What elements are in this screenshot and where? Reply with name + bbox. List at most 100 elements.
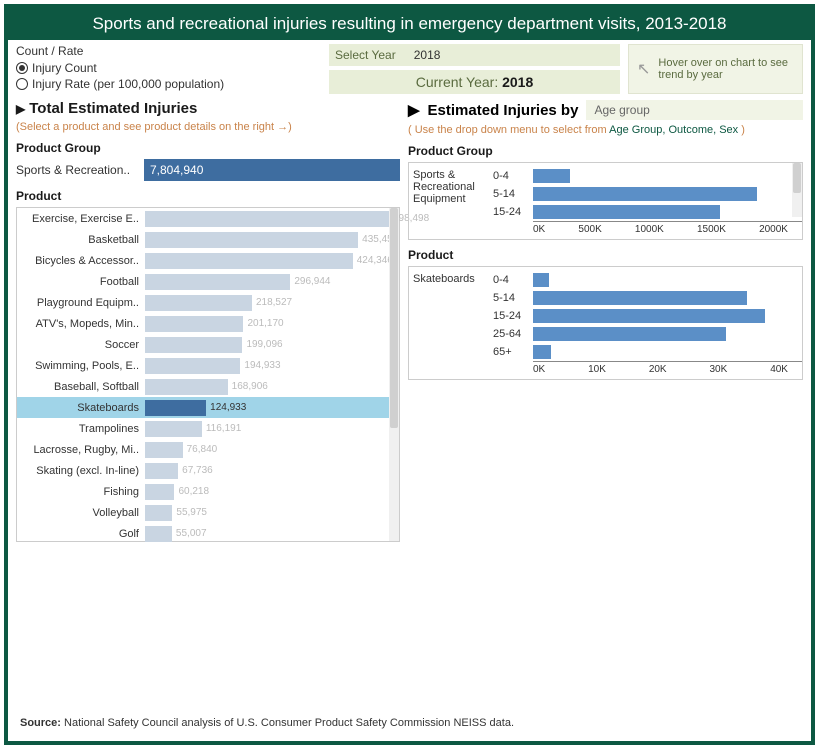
select-year-value: 2018 xyxy=(414,48,441,62)
product-bar xyxy=(145,421,202,437)
product-label: Football xyxy=(17,276,145,288)
scroll-thumb[interactable] xyxy=(390,208,398,428)
left-section-header[interactable]: ▶ Total Estimated Injuries xyxy=(16,100,400,117)
product-row[interactable]: Exercise, Exercise E..498,498 xyxy=(17,208,389,229)
product-row[interactable]: Fishing60,218 xyxy=(17,481,389,502)
axis-tick: 20K xyxy=(649,364,667,375)
axis-tick: 1000K xyxy=(635,224,664,235)
axis-tick: 40K xyxy=(770,364,788,375)
age-bar xyxy=(533,187,757,201)
axis-tick: 1500K xyxy=(697,224,726,235)
scroll-thumb[interactable] xyxy=(793,163,801,193)
product-label: Exercise, Exercise E.. xyxy=(17,213,145,225)
product-value: 201,170 xyxy=(247,318,283,329)
product-value: 194,933 xyxy=(244,360,280,371)
product-group-header: Product Group xyxy=(16,141,400,155)
product-label: Basketball xyxy=(17,234,145,246)
page-title: Sports and recreational injuries resulti… xyxy=(8,8,811,40)
product-row[interactable]: Trampolines116,191 xyxy=(17,418,389,439)
cursor-icon: ↖ xyxy=(637,59,650,79)
product-row[interactable]: Baseball, Softball 168,906 xyxy=(17,376,389,397)
right-hint: ( Use the drop down menu to select from … xyxy=(408,124,803,136)
product-bar xyxy=(145,484,174,500)
right-section-title: Estimated Injuries by xyxy=(428,102,579,119)
axis-tick: 0K xyxy=(533,364,545,375)
product-bar xyxy=(145,358,240,374)
product-group-name: Sports & Recreation.. xyxy=(16,163,144,177)
radio-label: Injury Rate (per 100,000 population) xyxy=(32,76,224,92)
product-row[interactable]: Swimming, Pools, E..194,933 xyxy=(17,355,389,376)
age-category: 0-4 xyxy=(493,167,533,185)
product-row[interactable]: Skateboards124,933 xyxy=(17,397,389,418)
radio-injury-count[interactable]: Injury Count xyxy=(16,60,321,76)
scrollbar[interactable] xyxy=(792,163,802,217)
product-value: 55,975 xyxy=(176,507,207,518)
age-bar xyxy=(533,291,747,305)
axis-tick: 2000K xyxy=(759,224,788,235)
left-hint: (Select a product and see product detail… xyxy=(16,121,400,133)
product-label: Skateboards xyxy=(17,402,145,414)
product-label: Soccer xyxy=(17,339,145,351)
product-row[interactable]: Soccer199,096 xyxy=(17,334,389,355)
axis-tick: 500K xyxy=(578,224,601,235)
product-bar xyxy=(145,379,228,395)
count-rate-selector: Count / Rate Injury Count Injury Rate (p… xyxy=(16,44,321,94)
pg-chart-axis: 0K 500K 1000K 1500K 2000K xyxy=(533,221,802,239)
left-panel: ▶ Total Estimated Injuries (Select a pro… xyxy=(16,100,400,542)
product-bar xyxy=(145,211,389,227)
radio-icon xyxy=(16,62,28,74)
product-bar xyxy=(145,253,353,269)
prod-chart-label: Skateboards xyxy=(413,271,493,361)
product-row[interactable]: Football 296,944 xyxy=(17,271,389,292)
product-label: Playground Equipm.. xyxy=(17,297,145,309)
product-label: Trampolines xyxy=(17,423,145,435)
product-row[interactable]: Volleyball 55,975 xyxy=(17,502,389,523)
product-label: Volleyball xyxy=(17,507,145,519)
product-bar xyxy=(145,463,178,479)
product-value: 218,527 xyxy=(256,297,292,308)
current-year-label: Current Year: xyxy=(416,74,499,90)
product-bar xyxy=(145,337,242,353)
prod-chart-axis: 0K10K20K30K40K xyxy=(533,361,802,379)
pg-chart-label: Sports & Recreational Equipment xyxy=(413,167,493,221)
product-row[interactable]: Golf55,007 xyxy=(17,523,389,544)
product-bar xyxy=(145,400,206,416)
product-row[interactable]: Lacrosse, Rugby, Mi.. 76,840 xyxy=(17,439,389,460)
product-group-total[interactable]: Sports & Recreation.. 7,804,940 xyxy=(16,159,400,181)
hover-hint-text: Hover over on chart to see trend by year xyxy=(658,57,794,81)
product-row[interactable]: Bicycles & Accessor..424,346 xyxy=(17,250,389,271)
age-bar xyxy=(533,309,765,323)
product-bar xyxy=(145,316,243,332)
collapse-icon: ▶ xyxy=(16,102,25,116)
age-category: 5-14 xyxy=(493,289,533,307)
product-label: Bicycles & Accessor.. xyxy=(17,255,145,267)
main-columns: ▶ Total Estimated Injuries (Select a pro… xyxy=(8,94,811,542)
scrollbar[interactable] xyxy=(389,208,399,541)
product-value: 76,840 xyxy=(187,444,218,455)
product-row[interactable]: ATV's, Mopeds, Min..201,170 xyxy=(17,313,389,334)
product-bar xyxy=(145,295,252,311)
axis-tick: 30K xyxy=(710,364,728,375)
product-age-chart[interactable]: Skateboards 0-45-1415-2425-6465+ 0K10K20… xyxy=(408,266,803,380)
product-value: 296,944 xyxy=(294,276,330,287)
product-bar xyxy=(145,274,290,290)
product-label: Lacrosse, Rugby, Mi.. xyxy=(17,444,145,456)
collapse-icon[interactable]: ▶ xyxy=(408,101,420,119)
axis-tick: 0K xyxy=(533,224,545,235)
pg-age-chart[interactable]: Sports & Recreational Equipment 0-45-141… xyxy=(408,162,803,240)
source-text: National Safety Council analysis of U.S.… xyxy=(64,717,514,729)
age-bar xyxy=(533,205,720,219)
product-row[interactable]: Basketball435,452 xyxy=(17,229,389,250)
right-section-header: ▶ Estimated Injuries by Age group xyxy=(408,100,803,120)
product-row[interactable]: Skating (excl. In-line)67,736 xyxy=(17,460,389,481)
product-row[interactable]: Playground Equipm.. 218,527 xyxy=(17,292,389,313)
breakdown-selector[interactable]: Age group xyxy=(586,100,803,120)
radio-icon xyxy=(16,78,28,90)
radio-injury-rate[interactable]: Injury Rate (per 100,000 population) xyxy=(16,76,321,92)
product-value: 168,906 xyxy=(232,381,268,392)
left-section-title: Total Estimated Injuries xyxy=(29,100,197,117)
select-year[interactable]: Select Year 2018 xyxy=(329,44,620,66)
radio-label: Injury Count xyxy=(32,60,97,76)
right-panel: ▶ Estimated Injuries by Age group ( Use … xyxy=(408,100,803,542)
product-label: Baseball, Softball xyxy=(17,381,145,393)
